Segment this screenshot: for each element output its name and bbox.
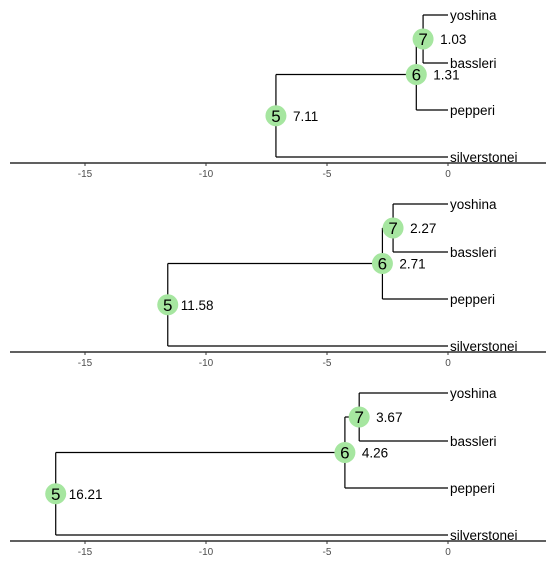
x-axis-tick-label: -10: [199, 547, 214, 558]
tip-label-pepperi: pepperi: [450, 481, 495, 496]
x-axis-tick-label: -10: [199, 358, 214, 369]
node-marker-7: [348, 406, 370, 428]
tree-panel-2: yoshina bassleri pepperi silverstonei 7 2.27 6…: [10, 197, 546, 369]
tip-label-pepperi: pepperi: [450, 292, 495, 307]
x-axis-tick-label: -15: [78, 169, 93, 180]
node-value-label-7: 2.27: [410, 221, 436, 236]
node-marker-7: [412, 28, 434, 50]
node-id-label-6: 6: [378, 255, 387, 274]
node-value-label-7: 3.67: [376, 410, 402, 425]
node-id-label-6: 6: [412, 66, 421, 85]
x-axis-tick-label: -5: [323, 547, 332, 558]
node-id-label-7: 7: [354, 408, 363, 427]
tip-label-silverstonei: silverstonei: [450, 150, 518, 165]
node-marker-6: [334, 442, 356, 463]
node-id-label-6: 6: [340, 444, 349, 463]
node-id-label-5: 5: [51, 485, 60, 504]
x-axis-tick-label: 0: [445, 547, 451, 558]
tip-label-bassleri: bassleri: [450, 434, 497, 449]
node-id-label-5: 5: [271, 107, 280, 126]
tip-label-pepperi: pepperi: [450, 103, 495, 118]
tip-label-bassleri: bassleri: [450, 245, 497, 260]
node-value-label-5: 16.21: [69, 487, 103, 502]
node-value-label-7: 1.03: [440, 32, 466, 47]
tip-label-silverstonei: silverstonei: [450, 528, 518, 543]
node-id-label-7: 7: [418, 30, 427, 49]
tip-label-bassleri: bassleri: [450, 56, 497, 71]
tip-label-silverstonei: silverstonei: [450, 339, 518, 354]
tree-panel-3: yoshina bassleri pepperi silverstonei 7 3.67 6…: [10, 386, 546, 558]
node-value-label-6: 1.31: [433, 68, 459, 83]
node-marker-7: [382, 217, 404, 239]
x-axis-tick-label: 0: [445, 169, 451, 180]
x-axis-tick-label: -15: [78, 547, 93, 558]
node-marker-6: [405, 64, 427, 85]
x-axis-tick-label: 0: [445, 358, 451, 369]
node-value-label-6: 2.71: [399, 257, 425, 272]
tip-label-yoshina: yoshina: [450, 386, 497, 401]
node-value-label-6: 4.26: [362, 446, 388, 461]
node-value-label-5: 11.58: [181, 298, 214, 313]
node-marker-5: [157, 294, 179, 316]
tip-label-yoshina: yoshina: [450, 8, 497, 23]
node-value-label-5: 7.11: [293, 109, 318, 124]
node-marker-6: [371, 253, 393, 274]
x-axis-tick-label: -10: [199, 169, 214, 180]
node-id-label-5: 5: [163, 296, 172, 315]
tree-panel-1: yoshina bassleri pepperi silverstonei 7 1.03 6…: [10, 8, 546, 180]
node-marker-5: [45, 483, 67, 505]
x-axis-tick-label: -5: [323, 358, 332, 369]
tip-label-yoshina: yoshina: [450, 197, 497, 212]
node-marker-5: [265, 105, 287, 127]
x-axis-tick-label: -5: [323, 169, 332, 180]
node-id-label-7: 7: [388, 219, 397, 238]
x-axis-tick-label: -15: [78, 358, 93, 369]
